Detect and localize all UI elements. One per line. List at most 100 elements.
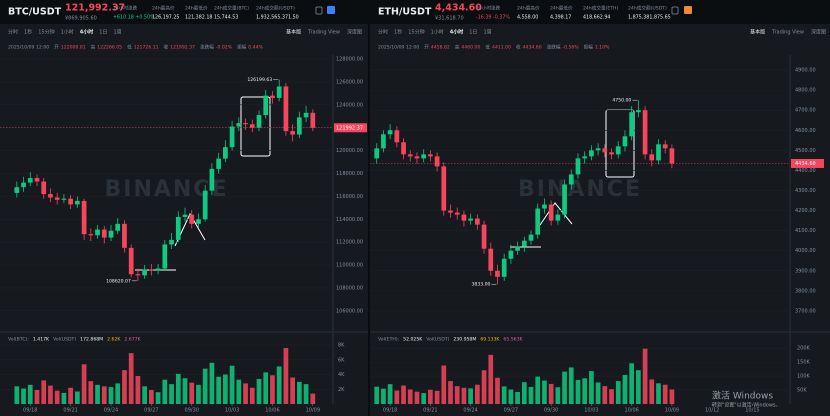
volume-bar [461,387,467,404]
interval-button[interactable]: 15分钟 [38,29,54,36]
volume-bar [68,387,73,404]
interval-button[interactable]: 1周 [483,30,491,36]
ohlc-info: 122008.01 [61,45,86,51]
candle-body [562,184,567,215]
interval-button[interactable]: 4小时 [80,29,93,36]
stat-value: 1,875,381,875.65 [628,15,671,21]
volume-bar [374,386,380,404]
x-tick-label: 10/12 [705,408,719,414]
interval-button[interactable]: 4小时 [450,29,463,36]
candle-body [149,269,154,271]
candle-body [202,190,208,220]
candle-body [283,86,289,132]
volume-bar [602,386,608,404]
stat-value: 4,398.17 [550,15,571,21]
candle-body [555,214,561,221]
volume-bar [381,388,386,404]
volume-bar [182,378,188,404]
volume-bar [595,382,601,404]
interval-button[interactable]: 1周 [113,30,121,36]
stat-label: 24h最高价 [152,5,175,12]
view-button[interactable]: 基本版 [750,29,765,36]
interval-button[interactable]: 分时 [378,29,388,36]
y-tick-label: 110000.00 [336,263,363,269]
y-tick-label: 4700.00 [795,108,816,114]
view-button[interactable]: Trading View [307,30,340,36]
y-tick-label: 4200.00 [795,208,816,214]
candle-body [669,148,675,164]
interval-button[interactable]: 1秒 [394,29,402,36]
view-button[interactable]: Trading View [771,30,804,36]
stat-value: 121,382.18 [185,15,212,21]
interval-button[interactable]: 15分钟 [408,29,424,36]
candle-body [236,123,242,127]
candle-body [401,142,406,155]
stat-label: 24小时涨跌 [113,5,138,12]
view-button[interactable]: 基本版 [286,29,301,36]
view-button[interactable]: 深度图 [811,29,826,36]
badge-icon[interactable] [684,6,692,14]
candle-body [535,208,541,235]
badge-icon[interactable] [327,6,335,14]
lock-icon[interactable] [671,6,679,15]
interval-button[interactable]: 1秒 [24,29,32,36]
volume-bar [236,379,242,404]
candle-body [609,152,614,155]
interval-button[interactable]: 1日 [99,30,107,36]
candle-body [223,147,228,159]
candle-body [434,156,440,167]
candle-body [21,182,26,188]
view-button[interactable]: 深度图 [347,29,362,36]
volume-bar [249,387,255,404]
os-notice-title: 激活 Windows [712,390,773,402]
candle-body [481,224,487,249]
candle-body [488,248,494,271]
os-notice-text: 转到"设置"以激活 Windows。 [712,402,781,409]
ohlc-info: 4458.82 [431,45,450,51]
x-tick-label: 10/06 [624,408,638,414]
volume-bar [562,371,567,404]
volume-bar [642,348,648,404]
x-tick-label: 09/18 [383,408,397,414]
ohlc-info: 收 [164,44,169,51]
y-tick-label: 128000.00 [336,57,363,63]
ohlc-info: 122266.05 [97,45,122,51]
candle-body [595,148,601,151]
volume-info: 230.958M [453,337,476,343]
volume-info: 2.62K [107,337,121,343]
volume-bar [81,364,87,404]
candle-body [162,244,168,269]
candle-body [34,178,40,182]
volume-bar [276,366,282,404]
x-tick-label: 09/30 [185,408,199,414]
candle-body [575,158,581,175]
ohlc-info: 0.44% [248,45,263,51]
volume-bar [216,376,221,404]
volume-tick-label: 6K [338,357,345,363]
stat-value: 126,197.25 [152,15,179,21]
candle-body [95,229,100,236]
volume-tick-label: 8K [338,343,345,349]
last-price-tag [334,123,367,133]
volume-bar [649,379,655,404]
price-cny: ¥869,905.60 [65,16,97,22]
volume-bar [521,382,527,404]
interval-button[interactable]: 分时 [8,29,18,36]
candle-body [128,247,134,275]
volume-bar [155,392,161,404]
interval-button[interactable]: 1日 [469,30,477,36]
lock-icon[interactable] [315,6,323,15]
volume-bar [41,380,47,404]
candle-body [515,246,520,251]
volume-bar [21,388,26,404]
interval-button[interactable]: 1小时 [61,29,74,36]
y-tick-label: 124000.00 [336,102,363,108]
volume-bar [441,365,447,404]
candle-body [263,95,269,116]
ohlc-info: 121992.37 [170,45,195,51]
interval-button[interactable]: 1小时 [431,29,444,36]
ohlc-info: 高 [455,44,460,51]
volume-info: Vol(USDT) [53,337,76,343]
